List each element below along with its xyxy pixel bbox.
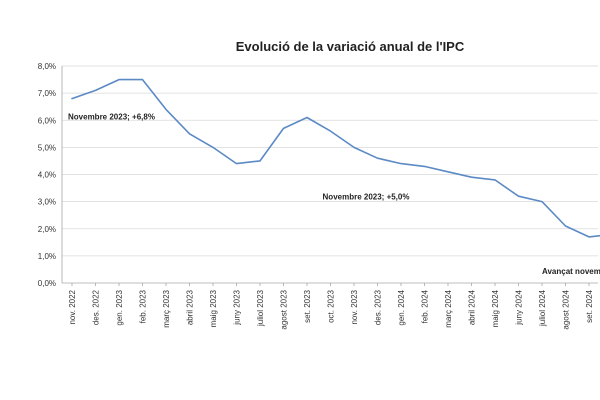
- x-tick-label: feb. 2024: [421, 289, 430, 323]
- y-tick-label: 2,0%: [38, 225, 56, 234]
- y-tick-label: 6,0%: [38, 116, 56, 125]
- series-layer: [71, 78, 600, 238]
- series-line: [71, 78, 600, 238]
- x-tick-label: maig 2023: [209, 289, 218, 327]
- x-tick-label: abril 2023: [186, 289, 195, 325]
- y-tick-label: 7,0%: [38, 89, 56, 98]
- x-tick-label: oct. 2023: [327, 289, 336, 322]
- x-tick-label: nov. 2023: [350, 289, 359, 324]
- annotation-label: Novembre 2023; +6,8%: [68, 113, 155, 122]
- y-tick-label: 4,0%: [38, 171, 56, 180]
- x-tick-label: agost 2024: [562, 289, 571, 329]
- x-tick-label: set. 2023: [303, 289, 312, 322]
- annotation-label: Avançat novembre 2024; +2,4%: [542, 267, 600, 276]
- y-tick-label: 8,0%: [38, 62, 56, 71]
- annotation-label: Novembre 2023; +5,0%: [323, 192, 410, 201]
- y-tick-label: 3,0%: [38, 198, 56, 207]
- x-tick-label: set. 2024: [585, 289, 594, 322]
- x-tick-label: des. 2022: [92, 289, 101, 325]
- x-tick-label: agost 2023: [280, 289, 289, 329]
- annotations: Novembre 2023; +6,8% Novembre 2023; +5,0%…: [68, 113, 600, 276]
- x-tick-label: març 2023: [162, 289, 171, 327]
- x-tick-label: des. 2023: [374, 289, 383, 325]
- x-tick-label: maig 2024: [491, 289, 500, 327]
- x-axis-ticks: nov. 2022 des. 2022 gen. 2023 feb. 2023 març…: [68, 283, 594, 330]
- x-tick-label: abril 2024: [468, 289, 477, 325]
- grid-lines: [61, 65, 598, 284]
- x-tick-label: març 2024: [444, 289, 453, 327]
- x-tick-label: gen. 2023: [115, 289, 124, 325]
- chart-title: Evolució de la variació anual de l'IPC: [236, 39, 465, 54]
- x-tick-label: juny 2024: [515, 289, 524, 325]
- y-axis-ticks: 0,0% 1,0% 2,0% 3,0% 4,0% 5,0% 6,0% 7,0% 8,0%: [38, 62, 56, 288]
- x-tick-label: juny 2023: [233, 289, 242, 325]
- y-tick-label: 5,0%: [38, 143, 56, 152]
- x-tick-label: gen. 2024: [397, 289, 406, 325]
- x-tick-label: juliol 2023: [256, 289, 265, 327]
- x-tick-label: juliol 2024: [538, 289, 547, 327]
- x-tick-label: nov. 2022: [68, 289, 77, 324]
- x-tick-label: feb. 2023: [139, 289, 148, 323]
- y-tick-label: 1,0%: [38, 252, 56, 261]
- y-tick-label: 0,0%: [38, 279, 56, 288]
